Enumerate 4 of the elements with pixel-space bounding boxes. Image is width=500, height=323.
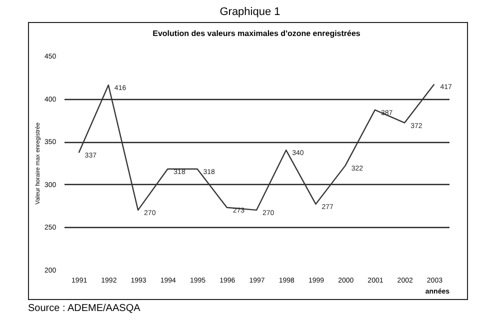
line-series: [78, 84, 435, 211]
chart-subtitle: Evolution des valeurs maximales d'ozone enregistrées: [152, 29, 361, 38]
source-note: Source : ADEME/AASQA: [28, 303, 140, 314]
chart-title: Graphique 1: [218, 6, 282, 18]
